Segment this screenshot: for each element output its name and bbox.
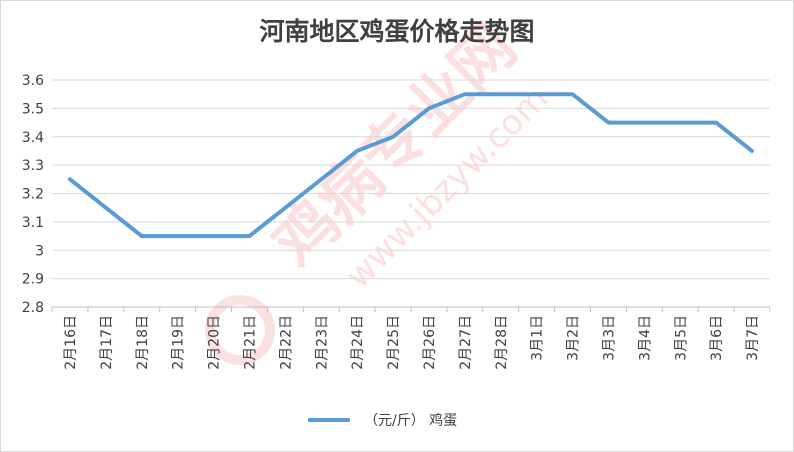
- x-tick-label: 2月22日: [278, 315, 294, 370]
- x-tick-label: 2月24日: [350, 315, 366, 370]
- series-layer: [68, 92, 754, 239]
- x-tick-label: 2月19日: [171, 315, 187, 370]
- x-tick-label: 3月4日: [637, 315, 653, 361]
- x-tick-label: 2月23日: [314, 315, 330, 370]
- y-tick-label: 3.2: [22, 187, 44, 203]
- legend-swatch: [308, 418, 350, 422]
- x-tick-label: 3月2日: [566, 315, 582, 361]
- y-tick-label: 3: [35, 243, 44, 259]
- gridlines: [52, 79, 770, 308]
- x-tick-label: 2月16日: [63, 315, 79, 370]
- y-tick-label: 3.5: [22, 101, 44, 117]
- x-tick-label: 2月25日: [386, 315, 402, 370]
- y-tick-label: 3.6: [22, 73, 44, 89]
- x-tick-label: 3月1日: [530, 315, 546, 361]
- legend: （元/斤） 鸡蛋: [308, 410, 457, 430]
- series-line: [68, 92, 754, 239]
- x-tick-label: 2月17日: [99, 315, 115, 370]
- x-tick-label: 3月5日: [673, 315, 689, 361]
- x-tick-label: 3月3日: [601, 315, 617, 361]
- x-tick-label: 2月20日: [207, 315, 223, 370]
- x-tick-label: 2月28日: [494, 315, 510, 370]
- x-tick-label: 2月21日: [242, 315, 258, 370]
- chart-title: 河南地区鸡蛋价格走势图: [259, 17, 535, 46]
- legend-label: （元/斤） 鸡蛋: [364, 413, 458, 429]
- y-tick-label: 3.3: [22, 158, 44, 174]
- x-axis: 2月16日 2月17日 2月18日 2月19日 2月20日 2月21日 2月22日 2月23日…: [51, 307, 771, 370]
- watermark-logo-icon: [205, 295, 275, 365]
- x-tick-label: 2月27日: [458, 315, 474, 370]
- x-tick-label: 2月26日: [422, 315, 438, 370]
- y-tick-label: 3.1: [22, 215, 44, 231]
- y-tick-label: 3.4: [22, 130, 44, 146]
- y-tick-label: 2.9: [22, 272, 44, 288]
- y-axis: 2.8 2.9 3 3.1 3.2 3.3 3.4 3.5 3.6: [22, 73, 44, 316]
- y-tick-label: 2.8: [22, 300, 44, 316]
- x-tick-label: 3月7日: [745, 315, 761, 361]
- x-tick-label: 2月18日: [135, 315, 151, 370]
- x-tick-label: 3月6日: [709, 315, 725, 361]
